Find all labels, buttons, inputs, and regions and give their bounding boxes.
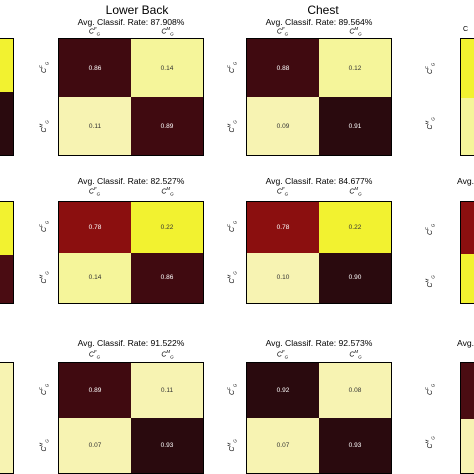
matrix-cell-r0c0: 0.92 <box>247 363 319 418</box>
matrix-cell-r0c1: 0.12 <box>319 39 391 97</box>
row-label-f-lower-back-2: CFG <box>38 220 50 232</box>
matrix-cell-r1c0: 0.07 <box>247 418 319 473</box>
confusion-matrix-chest-3: 0.92 0.08 0.07 0.93 <box>246 362 392 474</box>
matrix-cell-r1c1: 0.93 <box>131 418 203 473</box>
column-label-f-chest-3: CFG <box>276 349 289 360</box>
column-label-m-chest-3: CMG <box>349 349 362 360</box>
matrix-title-chest-2: Avg. Classif. Rate: 84.677% <box>265 176 373 186</box>
matrix-cell-r0c1: 0.14 <box>131 39 203 97</box>
matrix-cell-r0c1: 0.11 <box>131 363 203 418</box>
row-label-f-chest-2: CFG <box>226 220 238 232</box>
matrix-cell-r0c0: 0.89 <box>59 363 131 418</box>
row-label-m-chest-3: CMG <box>226 439 238 452</box>
partial-row-label-right-2b: CMG <box>424 275 436 288</box>
row-label-f-lower-back-1: CFG <box>38 61 50 73</box>
matrix-title-chest-1: Avg. Classif. Rate: 89.564% <box>265 17 373 27</box>
matrix-cell-r1c1: 0.89 <box>131 97 203 155</box>
column-title-lower-back: Lower Back <box>105 3 169 17</box>
partial-col-label-right: C <box>463 26 469 33</box>
partial-row-label-right-1b: CMG <box>424 117 436 130</box>
partial-subtitle-right-2: Avg. C <box>457 176 474 186</box>
row-label-m-chest-2: CMG <box>226 271 238 284</box>
matrix-cell-r1c1: 0.93 <box>319 418 391 473</box>
matrix-cell-r1c0: 0.10 <box>247 252 319 303</box>
confusion-matrix-chest-1: 0.88 0.12 0.09 0.91 <box>246 38 392 156</box>
row-label-m-lower-back-1: CMG <box>38 119 50 133</box>
matrix-cell-r0c1: 0.08 <box>319 363 391 418</box>
matrix-cell-r0c0: 0.78 <box>247 202 319 253</box>
partial-matrix-right-1 <box>460 38 474 156</box>
column-label-m-lower-back-1: CMG <box>161 26 174 37</box>
column-label-f-chest-2: CFG <box>276 186 289 197</box>
column-label-m-chest-2: CMG <box>349 186 362 197</box>
column-label-m-chest-1: CMG <box>349 26 362 37</box>
matrix-cell-r1c0: 0.09 <box>247 97 319 155</box>
row-label-f-lower-back-3: CFG <box>38 383 50 396</box>
partial-row-label-right-3b: CMG <box>424 436 436 449</box>
partial-row-label-right-1: CFG <box>424 62 436 75</box>
partial-row-label-right-3: CFG <box>424 383 436 396</box>
matrix-cell-r1c1: 0.90 <box>319 252 391 303</box>
partial-matrix-left-3 <box>0 362 14 474</box>
matrix-cell-r1c0: 0.07 <box>59 418 131 473</box>
confusion-matrix-chest-2: 0.78 0.22 0.10 0.90 <box>246 201 392 304</box>
matrix-cell-r1c1: 0.91 <box>319 97 391 155</box>
partial-matrix-left-1 <box>0 38 14 156</box>
column-label-f-lower-back-1: CFG <box>88 26 101 37</box>
column-label-m-lower-back-2: CMG <box>161 186 174 197</box>
matrix-title-lower-back-3: Avg. Classif. Rate: 91.522% <box>77 338 185 348</box>
confusion-matrix-lower-back-1: 0.86 0.14 0.11 0.89 <box>58 38 204 156</box>
column-title-chest: Chest <box>307 3 339 17</box>
matrix-cell-r0c1: 0.22 <box>131 202 203 253</box>
partial-subtitle-right-3: Avg. C <box>457 338 474 348</box>
column-label-f-lower-back-3: CFG <box>88 349 101 360</box>
matrix-cell-r1c0: 0.14 <box>59 252 131 303</box>
partial-row-label-right-2: CFG <box>424 223 436 236</box>
confusion-matrix-lower-back-2: 0.78 0.22 0.14 0.86 <box>58 201 204 304</box>
column-label-m-lower-back-3: CMG <box>161 349 174 360</box>
matrix-title-chest-3: Avg. Classif. Rate: 92.573% <box>265 338 373 348</box>
matrix-cell-r0c1: 0.22 <box>319 202 391 253</box>
matrix-cell-r0c0: 0.88 <box>247 39 319 97</box>
matrix-cell-r1c0: 0.11 <box>59 97 131 155</box>
row-label-f-chest-3: CFG <box>226 383 238 396</box>
matrix-cell-r1c1: 0.86 <box>131 252 203 303</box>
matrix-cell-r0c0: 0.86 <box>59 39 131 97</box>
row-label-m-chest-1: CMG <box>226 119 238 133</box>
column-label-f-lower-back-2: CFG <box>88 186 101 197</box>
partial-matrix-right-2 <box>460 201 474 304</box>
partial-matrix-right-3 <box>460 362 474 474</box>
matrix-cell-r0c0: 0.78 <box>59 202 131 253</box>
column-label-f-chest-1: CFG <box>276 26 289 37</box>
confusion-matrix-lower-back-3: 0.89 0.11 0.07 0.93 <box>58 362 204 474</box>
matrix-title-lower-back-2: Avg. Classif. Rate: 82.527% <box>77 176 185 186</box>
matrix-title-lower-back-1: Avg. Classif. Rate: 87.908% <box>77 17 185 27</box>
row-label-f-chest-1: CFG <box>226 61 238 73</box>
partial-matrix-left-2 <box>0 201 14 304</box>
row-label-m-lower-back-2: CMG <box>38 271 50 284</box>
row-label-m-lower-back-3: CMG <box>38 439 50 452</box>
